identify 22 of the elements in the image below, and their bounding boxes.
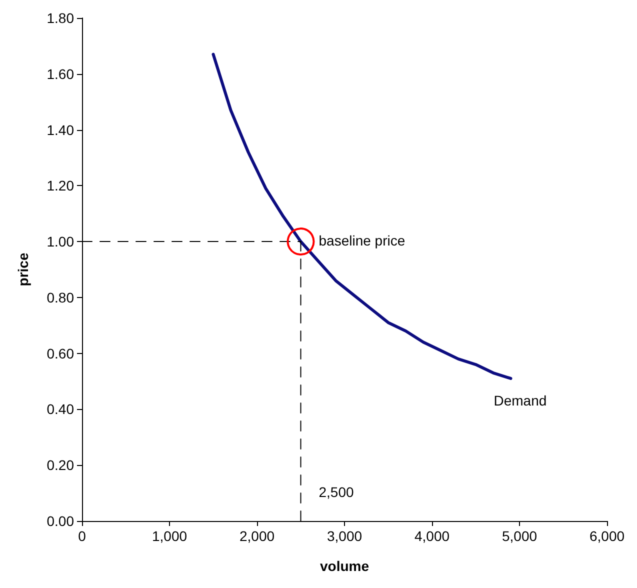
y-tick-label: 0.00 — [46, 513, 74, 529]
series-label: Demand — [494, 392, 547, 408]
y-tick-label: 1.40 — [46, 122, 74, 138]
y-tick-label: 0.60 — [46, 345, 74, 362]
annotation: 2,500 — [318, 484, 354, 500]
y-tick-label: 0.20 — [46, 457, 74, 474]
x-axis-title: volume — [320, 558, 370, 574]
y-tick-label: 0.80 — [46, 289, 74, 306]
x-tick-label: 6,000 — [589, 528, 625, 544]
y-tick-label: 1.00 — [46, 234, 74, 250]
x-tick-label: 3,000 — [326, 528, 362, 544]
x-tick-label: 4,000 — [414, 528, 450, 544]
y-tick-label: 1.20 — [46, 178, 74, 194]
y-tick-label: 1.60 — [46, 66, 74, 82]
y-tick-label: 1.80 — [46, 10, 74, 26]
x-tick-label: 1,000 — [152, 528, 188, 544]
x-tick-label: 5,000 — [502, 528, 538, 544]
y-axis-title: price — [15, 252, 31, 286]
x-tick-label: 0 — [78, 528, 86, 544]
y-tick-label: 0.40 — [46, 401, 74, 418]
annotation: baseline price — [318, 232, 406, 249]
x-tick-label: 2,000 — [239, 528, 275, 544]
